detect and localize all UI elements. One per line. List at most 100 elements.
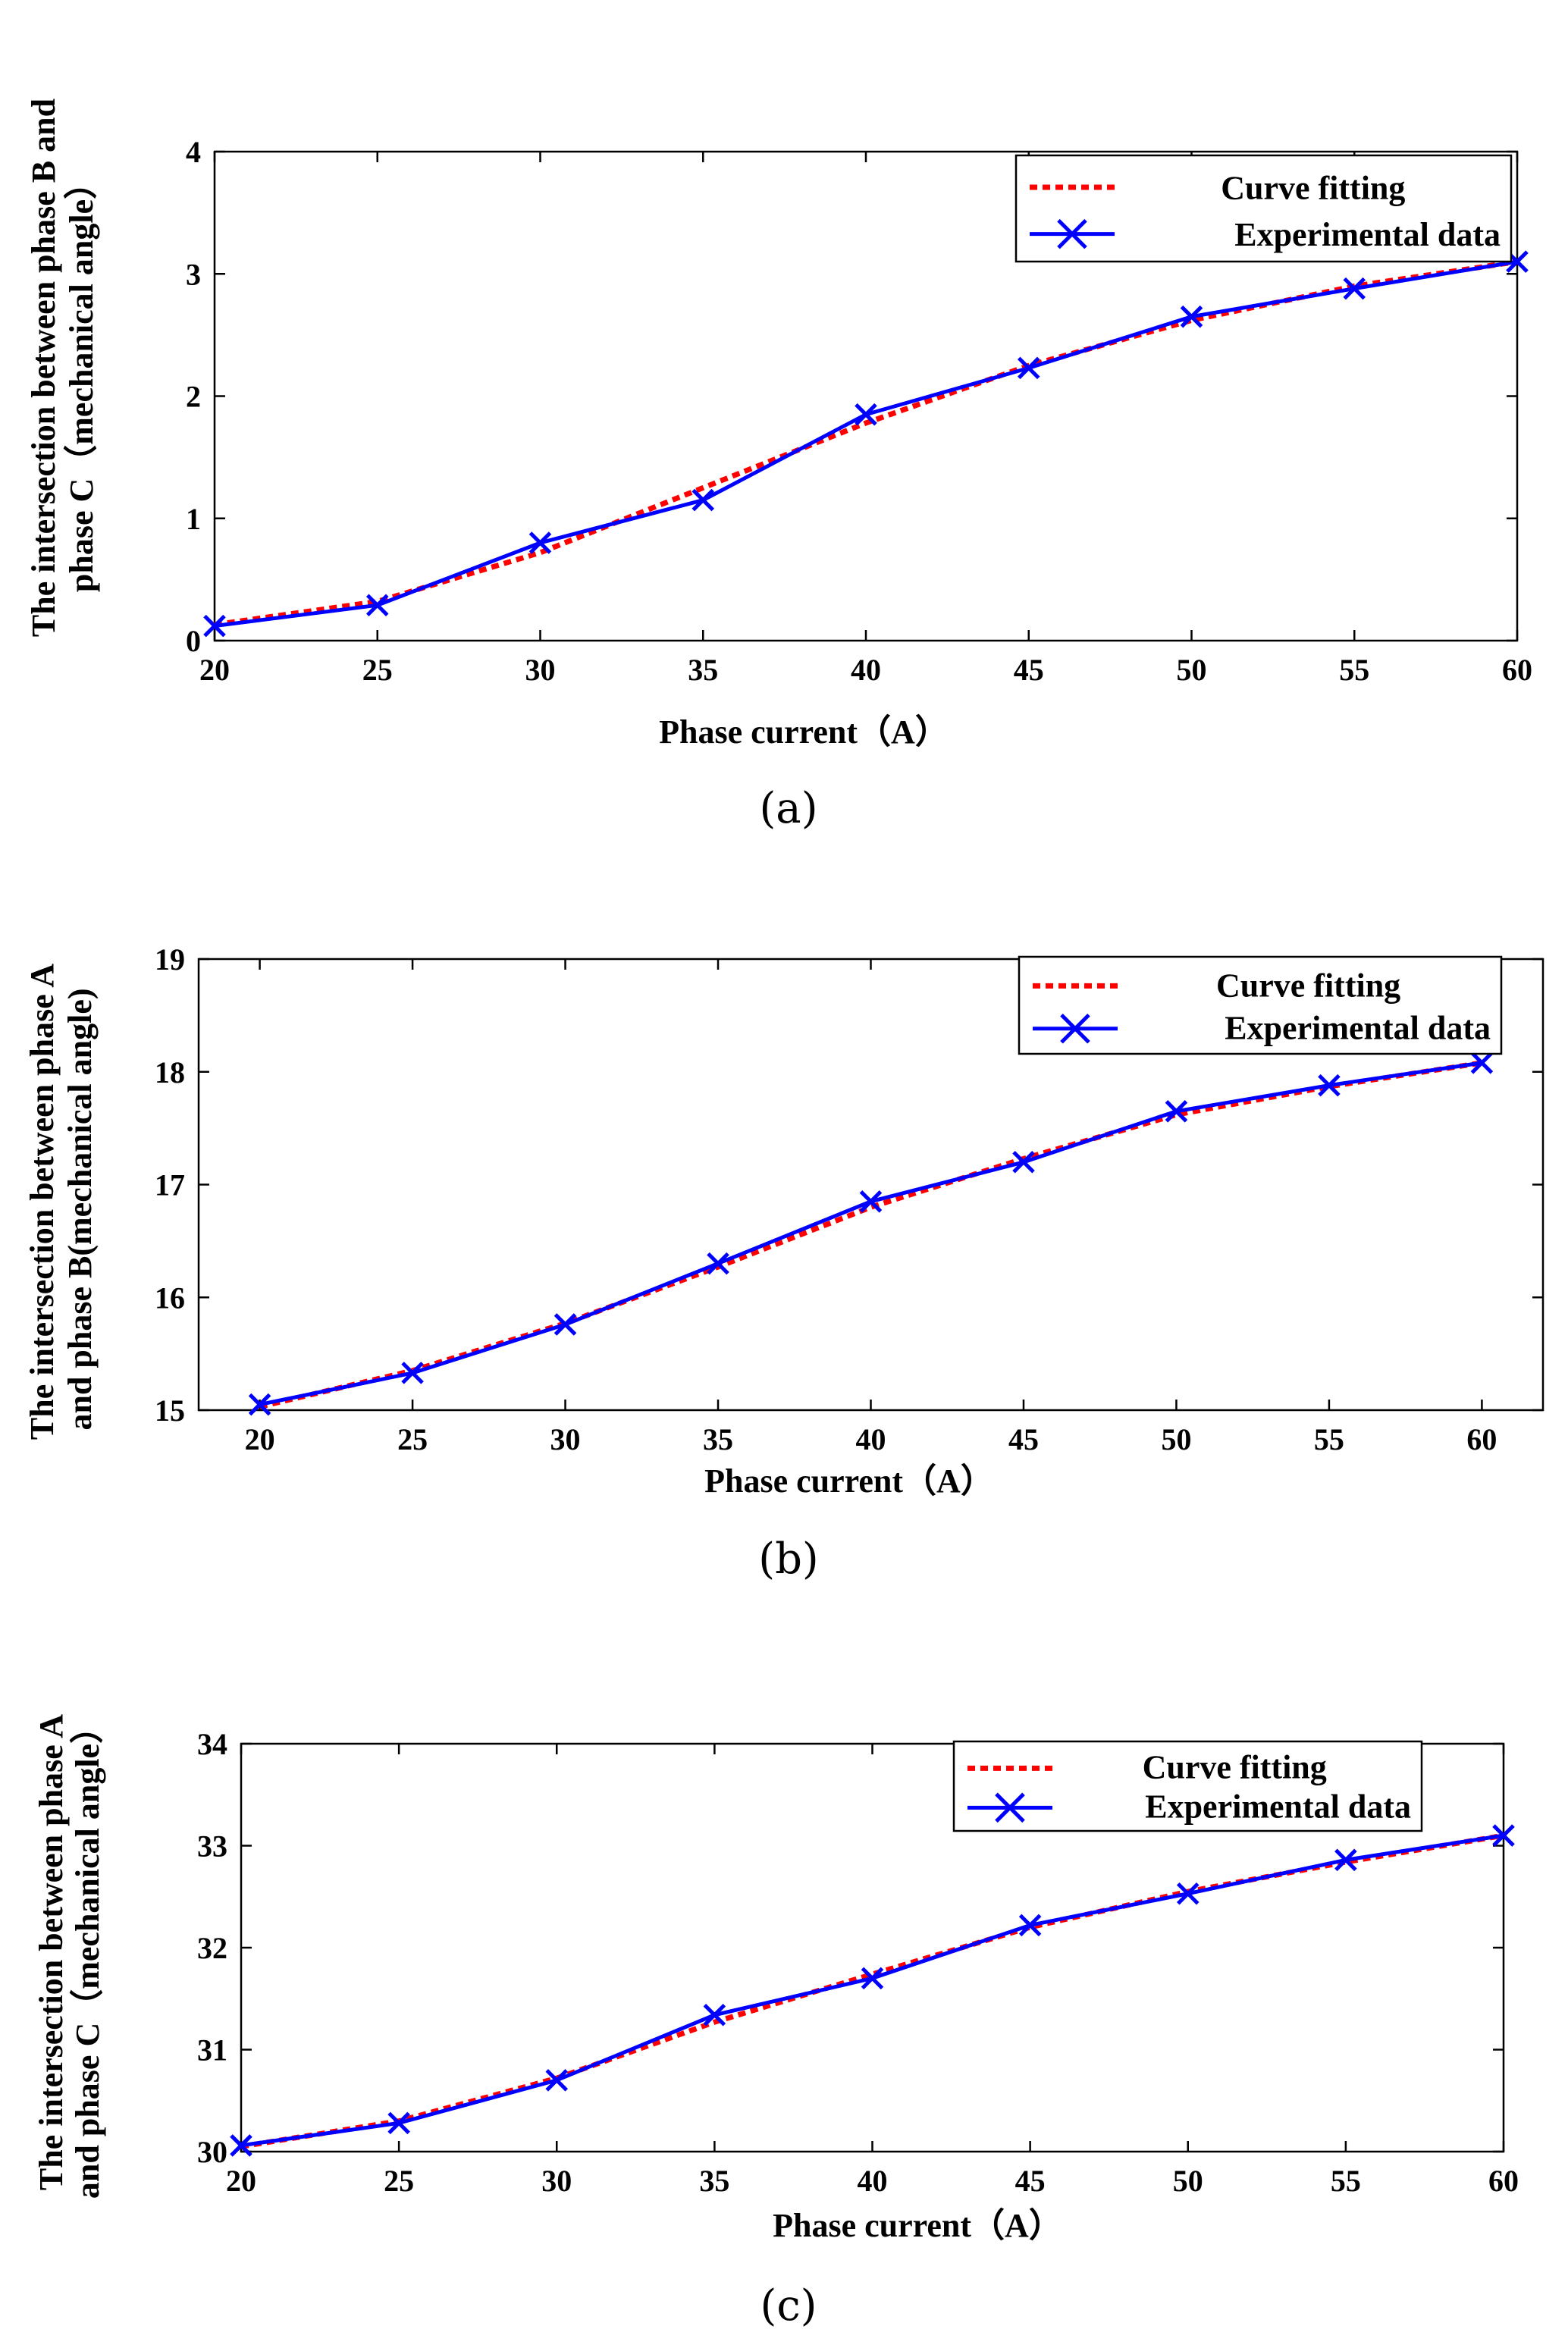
marker-experimental-a-0-stroke2: [203, 614, 226, 638]
ytick-label-b-1: 16: [155, 1281, 185, 1315]
marker-experimental-c-3-stroke2: [703, 2004, 726, 2027]
xlabel-a: Phase current（A）: [659, 713, 949, 751]
marker-experimental-b-8-stroke2: [1470, 1052, 1494, 1074]
xtick-label-b-3: 35: [703, 1422, 733, 1456]
legend-label-curve-fitting-a: Curve fitting: [1221, 169, 1405, 206]
marker-experimental-a-5-stroke2: [1017, 356, 1040, 380]
xtick-label-c-6: 50: [1173, 2164, 1203, 2198]
legend-label-experimental-b: Experimental data: [1225, 1010, 1491, 1047]
plot-area-c: 20 25 30 35 40 45 50 55 60 30 31 32 33 34: [197, 1727, 1519, 2198]
legend-box-a: [1014, 154, 1513, 263]
ylabel-c-line2: and phase C（mechanical angle）: [69, 1710, 106, 2199]
marker-experimental-b-8: [1470, 1052, 1494, 1074]
marker-experimental-a-1-stroke2: [365, 594, 389, 617]
legend-marker-experimental-a-stroke2: [1057, 218, 1087, 249]
marker-experimental-c-0: [230, 2134, 252, 2157]
marker-experimental-b-6: [1165, 1100, 1188, 1123]
xtick-label-b-4: 40: [856, 1422, 886, 1456]
marker-experimental-a-3-stroke2: [691, 488, 715, 512]
marker-experimental-c-5: [1018, 1914, 1042, 1937]
xtick-label-b-0: 20: [245, 1422, 275, 1456]
marker-experimental-c-1-stroke2: [387, 2111, 410, 2135]
xtick-label-b-2: 30: [550, 1422, 581, 1456]
caption-a: (a): [759, 784, 817, 833]
marker-experimental-c-5-stroke2: [1018, 1914, 1042, 1937]
ytick-label-c-2: 32: [197, 1931, 227, 1965]
ytick-label-b-0: 15: [155, 1393, 185, 1428]
marker-experimental-a-0: [203, 614, 226, 638]
marker-experimental-a-7-stroke2: [1343, 277, 1366, 300]
ytick-label-c-4: 34: [197, 1727, 227, 1761]
xtick-label-c-3: 35: [699, 2164, 729, 2198]
ylabel-a-line2: phase C（mechanical angle）: [63, 166, 100, 592]
xtick-label-c-4: 40: [858, 2164, 888, 2198]
marker-experimental-a-4-stroke2: [855, 403, 877, 426]
ytick-label-a-0: 0: [186, 624, 201, 658]
marker-experimental-a-7: [1343, 277, 1366, 300]
series-curve-fitting-c: [240, 1832, 1504, 2149]
marker-experimental-a-8-stroke2: [1506, 250, 1529, 273]
xtick-label-a-0: 20: [199, 653, 230, 687]
marker-experimental-a-3: [691, 488, 715, 512]
ytick-label-c-1: 31: [197, 2033, 227, 2067]
marker-experimental-c-2: [545, 2069, 569, 2092]
xtick-label-a-8: 60: [1502, 653, 1532, 687]
marker-experimental-b-4-stroke2: [859, 1190, 883, 1213]
marker-experimental-b-6-stroke2: [1165, 1100, 1188, 1123]
marker-experimental-a-1: [365, 594, 389, 617]
legend-box-c: [952, 1740, 1423, 1832]
xtick-label-a-1: 25: [362, 653, 393, 687]
legend-b: Curve fitting Experimental data: [1018, 955, 1503, 1055]
marker-experimental-c-6-stroke2: [1176, 1882, 1200, 1905]
xtick-label-a-5: 45: [1014, 653, 1044, 687]
ylabel-b-line1: The intersection between phase A: [24, 964, 61, 1440]
plot-area-b: 20 25 30 35 40 45 50 55 60 15 16 17 18 19: [155, 942, 1544, 1456]
legend-marker-experimental-c-stroke2: [995, 1792, 1025, 1823]
series-experimental-c: [240, 1833, 1504, 2148]
ytick-label-a-3: 3: [186, 257, 201, 291]
marker-experimental-b-0: [248, 1393, 271, 1416]
marker-experimental-b-2-stroke2: [554, 1313, 577, 1336]
marker-experimental-b-5: [1012, 1150, 1035, 1174]
chart-c: The intersection between phase A and pha…: [33, 1710, 1519, 2331]
xtick-label-c-2: 30: [541, 2164, 572, 2198]
ylabel-b-line2: and phase B(mechanical angle): [61, 988, 99, 1430]
ytick-label-b-4: 19: [155, 942, 185, 976]
xtick-label-c-7: 55: [1331, 2164, 1361, 2198]
legend-marker-experimental-a: [1057, 218, 1087, 249]
xtick-label-c-1: 25: [384, 2164, 414, 2198]
marker-experimental-c-6: [1176, 1882, 1200, 1905]
legend-marker-experimental-b: [1060, 1013, 1090, 1044]
legend-label-curve-fitting-c: Curve fitting: [1143, 1749, 1327, 1786]
legend-box-b: [1018, 955, 1503, 1055]
marker-experimental-a-6-stroke2: [1180, 305, 1203, 328]
xtick-label-a-2: 30: [525, 653, 556, 687]
xtick-label-c-0: 20: [226, 2164, 256, 2198]
chart-a: The intersection between phase B and pha…: [25, 99, 1532, 833]
ylabel-c-line1: The intersection between phase A: [33, 1714, 70, 2190]
marker-experimental-a-4: [855, 403, 877, 426]
marker-experimental-b-3-stroke2: [707, 1252, 729, 1275]
legend-marker-experimental-b-stroke2: [1060, 1013, 1090, 1044]
marker-experimental-c-2-stroke2: [545, 2069, 569, 2092]
ytick-label-a-4: 4: [186, 135, 201, 169]
marker-experimental-b-5-stroke2: [1012, 1150, 1035, 1174]
xtick-label-b-5: 45: [1008, 1422, 1039, 1456]
legend-marker-experimental-c: [995, 1792, 1025, 1823]
marker-experimental-a-6: [1180, 305, 1203, 328]
marker-experimental-c-3: [703, 2004, 726, 2027]
xtick-label-c-8: 60: [1488, 2164, 1519, 2198]
ylabel-a-line1: The intersection between phase B and: [25, 99, 62, 637]
marker-experimental-c-8-stroke2: [1492, 1824, 1515, 1847]
marker-experimental-b-4: [859, 1190, 883, 1213]
marker-experimental-b-0-stroke2: [248, 1393, 271, 1416]
series-experimental-a: [214, 259, 1518, 629]
xtick-label-b-7: 55: [1314, 1422, 1344, 1456]
marker-experimental-b-1: [401, 1362, 424, 1384]
marker-experimental-c-7-stroke2: [1334, 1848, 1357, 1872]
marker-experimental-c-1: [387, 2111, 410, 2135]
marker-experimental-b-1-stroke2: [401, 1362, 424, 1384]
legend-label-experimental-c: Experimental data: [1145, 1788, 1411, 1826]
